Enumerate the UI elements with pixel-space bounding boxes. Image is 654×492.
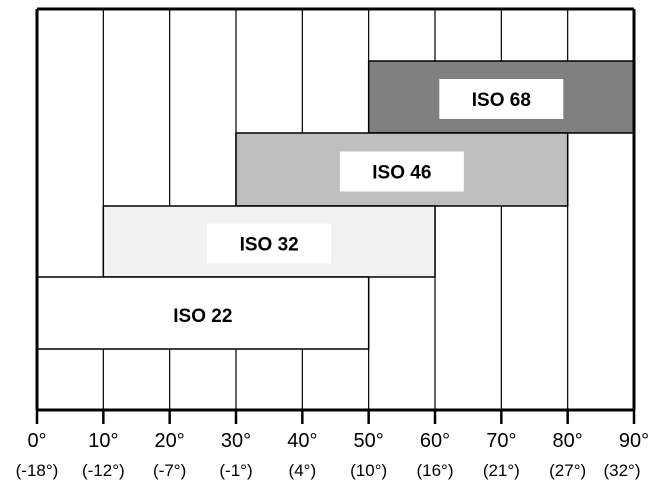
x-tick-label-celsius: (-12°) <box>82 461 125 480</box>
bar-label: ISO 46 <box>372 163 431 184</box>
bar-label-background <box>439 79 564 119</box>
x-tick-label-celsius: (21°) <box>483 461 520 480</box>
x-tick-label-fahrenheit: 90° <box>619 430 649 452</box>
x-axis-ticks <box>35 410 636 424</box>
x-tick-label-celsius: (-1°) <box>219 461 252 480</box>
x-axis-tick-labels: 0° (-18°) 10° (-12°) 20° (-7°) 30° (-1°) 40° (4°)… <box>16 430 649 480</box>
range-bars: ISO 68 ISO 46 ISO 32 ISO 22 <box>36 60 635 350</box>
x-tick-label-fahrenheit: 0° <box>27 430 46 452</box>
plot-frame <box>35 7 636 412</box>
x-tick-label-celsius: (4°) <box>289 461 317 480</box>
x-tick-label-celsius: (10°) <box>350 461 387 480</box>
x-tick-label-fahrenheit: 50° <box>354 430 384 452</box>
x-tick-label-fahrenheit: 10° <box>88 430 118 452</box>
x-tick-label-celsius: (-7°) <box>153 461 186 480</box>
bar-label: ISO 68 <box>472 90 531 111</box>
x-tick-label-fahrenheit: 70° <box>486 430 516 452</box>
x-tick-label-fahrenheit: 80° <box>553 430 583 452</box>
x-tick-label-fahrenheit: 20° <box>155 430 185 452</box>
x-tick-label-celsius: (32°) <box>603 461 640 480</box>
bar-label-background <box>207 223 332 264</box>
x-tick-label-celsius: (27°) <box>549 461 586 480</box>
x-tick-label-celsius: (-18°) <box>16 461 59 480</box>
x-tick-label-celsius: (16°) <box>416 461 453 480</box>
bar-label: ISO 32 <box>240 235 299 256</box>
x-tick-label-fahrenheit: 30° <box>221 430 251 452</box>
bar-label-background <box>339 151 464 192</box>
x-tick-label-fahrenheit: 60° <box>420 430 450 452</box>
bar-label-background <box>140 295 265 335</box>
x-tick-label-fahrenheit: 40° <box>287 430 317 452</box>
bar-label: ISO 22 <box>173 306 232 327</box>
